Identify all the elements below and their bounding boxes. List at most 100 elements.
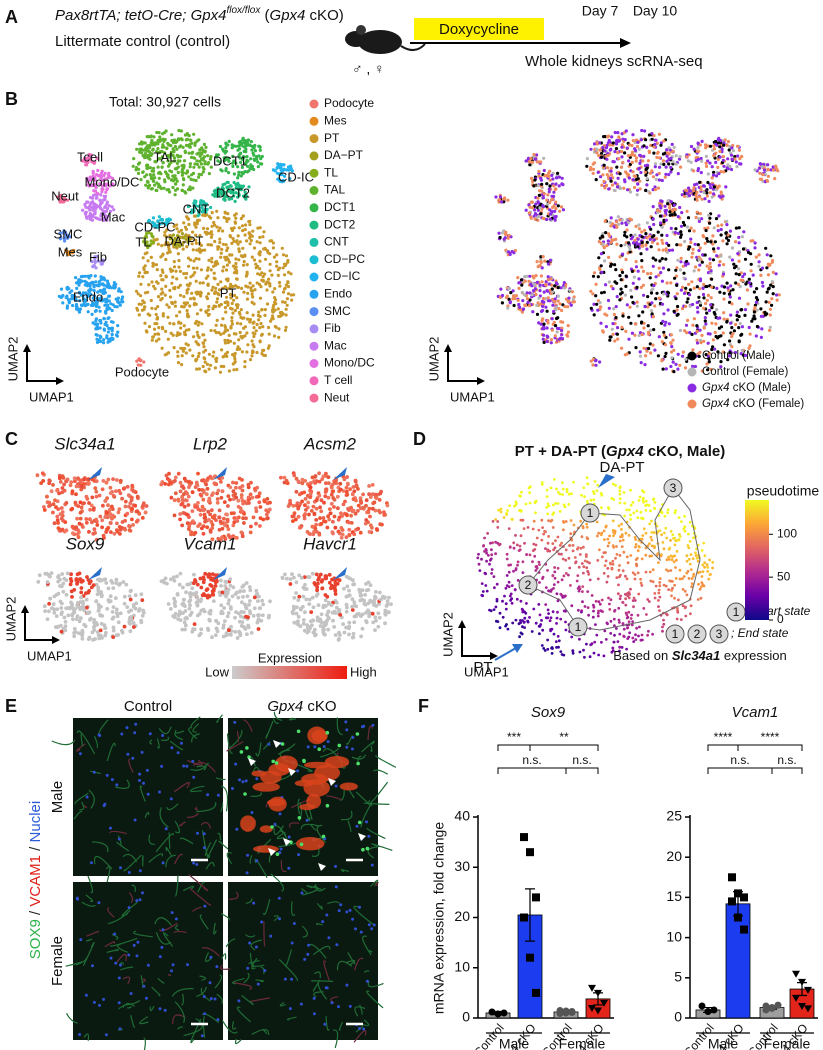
umap-cell [548,258,553,262]
umap-cell [194,233,198,237]
umap-cell [617,135,621,139]
umap-cell [111,605,116,609]
umap-cell [36,580,41,584]
umap-cell [663,343,668,347]
umap-cell [205,297,210,301]
umap-cell [722,164,726,168]
umap-cell [140,308,144,312]
umap-cell [606,153,610,157]
umap-cell [245,170,249,174]
umap-cell [682,271,686,275]
umap-cell [774,272,778,276]
umap-cell [674,297,678,301]
umap-cell [551,177,555,181]
umap-cell [112,286,117,290]
umap-cell [220,169,224,173]
umap-cell [107,507,112,512]
umap-cell [115,529,120,534]
umap-cell [634,260,638,264]
umap-cell [279,475,283,480]
umap-cell [288,501,293,506]
umap-cell [620,325,624,329]
umap-cell [220,489,225,494]
umap-cell [192,156,196,160]
umap-cell [170,241,174,245]
umap-cell [229,511,234,516]
umap-cell [237,249,241,254]
umap-cell [194,302,198,306]
umap-cell [624,223,629,227]
cluster-label: Fib [89,249,107,264]
umap-cell [207,215,211,219]
umap-cell [609,173,614,177]
umap-cell [252,246,257,250]
umap-cell [212,220,216,225]
umap-cell [538,206,542,210]
umap-cell [624,129,628,133]
umap-cell [126,504,131,509]
umap-cell [161,314,165,318]
umap-cell [110,333,114,337]
umap-cell [717,214,721,218]
umap-cell [179,346,183,350]
umap-cell [654,138,658,142]
umap-cell [251,295,255,299]
umap-cell [142,301,146,305]
umap-cell [271,241,275,245]
umap-cell [310,524,315,529]
umap-cell [164,274,168,278]
umap-cell [192,259,196,263]
umap-cell [277,327,281,331]
umap-cell [645,349,649,353]
umap-cell [218,240,222,245]
umap-cell [101,277,105,281]
umap-cell [183,150,187,155]
umap-cell [226,279,230,283]
umap-cell [654,258,658,262]
umap-cell [146,163,150,167]
umap-cell [679,288,684,292]
legend-label: DCT2 [324,217,356,231]
umap-cell [263,313,267,317]
umap-cell [713,330,717,335]
axis-title: UMAP2 [5,337,20,382]
umap-cell [603,219,607,223]
umap-cell [236,234,240,238]
legend-swatch [309,134,319,144]
umap-cell [596,308,600,312]
umap-cell [668,206,672,210]
umap-cell [649,245,653,249]
umap-cell [195,312,199,316]
umap-cell [737,226,741,230]
umap-cell [655,291,659,295]
legend-swatch [309,99,319,109]
umap-cell [233,360,237,364]
umap-cell [152,135,156,139]
umap-cell [201,341,206,345]
umap-cell [669,333,674,337]
umap-cell [635,193,639,197]
label-text: Control (Male) [702,350,775,362]
umap-cell [130,483,135,488]
umap-cell [49,489,54,494]
umap-cell [517,302,521,307]
umap-cell [152,166,156,170]
umap-cell [666,291,671,295]
umap-cell [356,527,360,531]
umap-cell [183,133,187,137]
umap-cell [689,226,693,230]
umap-cell [110,205,114,209]
umap-cell [183,498,188,503]
umap-cell [679,230,683,234]
umap-cell [215,209,219,213]
umap-cell [223,300,227,305]
umap-cell [87,501,91,505]
umap-cell [639,170,643,175]
umap-cell [608,338,612,342]
umap-cell [214,331,218,335]
umap-cell [661,152,666,156]
umap-cell [182,305,186,309]
umap-cell [159,482,164,487]
umap-cell [560,308,564,313]
umap-cell [194,241,198,245]
